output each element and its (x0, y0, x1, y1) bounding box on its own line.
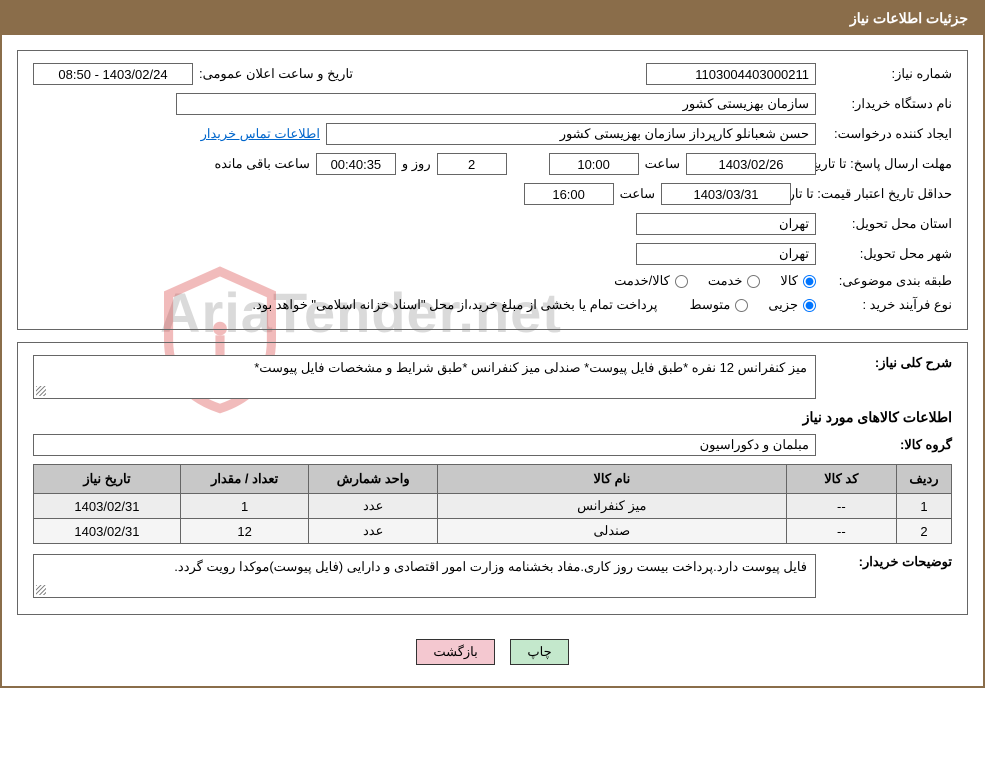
remaining-time-field: 00:40:35 (316, 153, 396, 175)
table-cell: 1403/02/31 (34, 519, 181, 544)
table-cell: -- (786, 519, 896, 544)
need-number-field: 1103004403000211 (646, 63, 816, 85)
province-label: استان محل تحویل: (822, 216, 952, 232)
page-title: جزئیات اطلاعات نیاز (850, 10, 968, 26)
table-cell: 1 (180, 494, 309, 519)
th-qty: تعداد / مقدار (180, 465, 309, 494)
announce-datetime-field: 08:50 - 1403/02/24 (33, 63, 193, 85)
table-cell: 12 (180, 519, 309, 544)
table-row: 1--میز کنفرانسعدد11403/02/31 (34, 494, 952, 519)
th-row: ردیف (896, 465, 951, 494)
buyer-contact-link[interactable]: اطلاعات تماس خریدار (201, 126, 320, 142)
overall-desc-textarea[interactable]: میز کنفرانس 12 نفره *طبق فایل پیوست* صند… (33, 355, 816, 399)
days-field: 2 (437, 153, 507, 175)
print-button[interactable]: چاپ (510, 639, 568, 665)
goods-table: ردیف کد کالا نام کالا واحد شمارش تعداد /… (33, 464, 952, 544)
button-bar: چاپ بازگشت (17, 627, 968, 671)
announce-datetime-label: تاریخ و ساعت اعلان عمومی: (199, 66, 353, 82)
table-cell: صندلی (437, 519, 786, 544)
requester-label: ایجاد کننده درخواست: (822, 126, 952, 142)
purchase-type-label: نوع فرآیند خرید : (822, 297, 952, 313)
details-section: شماره نیاز: 1103004403000211 تاریخ و ساع… (17, 50, 968, 330)
goods-info-title: اطلاعات کالاهای مورد نیاز (33, 409, 952, 426)
th-name: نام کالا (437, 465, 786, 494)
th-code: کد کالا (786, 465, 896, 494)
overall-desc-label: شرح کلی نیاز: (822, 355, 952, 371)
validity-label: حداقل تاریخ اعتبار قیمت: تا تاریخ: (797, 186, 952, 202)
buyer-org-field: سازمان بهزیستی کشور (176, 93, 816, 115)
deadline-label: مهلت ارسال پاسخ: تا تاریخ: (822, 156, 952, 172)
table-cell: -- (786, 494, 896, 519)
deadline-time-label: ساعت (645, 156, 680, 172)
category-label: طبقه بندی موضوعی: (822, 273, 952, 289)
group-field: مبلمان و دکوراسیون (33, 434, 816, 456)
province-field: تهران (636, 213, 816, 235)
deadline-date-field: 1403/02/26 (686, 153, 816, 175)
category-goods-radio[interactable]: کالا (780, 273, 816, 289)
table-cell: 1403/02/31 (34, 494, 181, 519)
purchase-type-partial-radio[interactable]: جزیی (768, 297, 816, 313)
requester-field: حسن شعبانلو کارپرداز سازمان بهزیستی کشور (326, 123, 816, 145)
city-label: شهر محل تحویل: (822, 246, 952, 262)
buyer-notes-label: توضیحات خریدار: (822, 554, 952, 570)
table-cell: میز کنفرانس (437, 494, 786, 519)
buyer-notes-textarea[interactable]: فایل پیوست دارد.پرداخت بیست روز کاری.مفا… (33, 554, 816, 598)
buyer-org-label: نام دستگاه خریدار: (822, 96, 952, 112)
table-cell: عدد (309, 519, 438, 544)
purchase-type-medium-radio[interactable]: متوسط (689, 297, 748, 313)
need-number-label: شماره نیاز: (822, 66, 952, 82)
group-label: گروه کالا: (822, 437, 952, 453)
validity-date-field: 1403/03/31 (661, 183, 791, 205)
th-need-date: تاریخ نیاز (34, 465, 181, 494)
payment-note: پرداخت تمام یا بخشی از مبلغ خرید،از محل … (252, 297, 657, 313)
deadline-time-field: 10:00 (549, 153, 639, 175)
th-unit: واحد شمارش (309, 465, 438, 494)
remaining-label: ساعت باقی مانده (214, 156, 309, 172)
table-cell: عدد (309, 494, 438, 519)
goods-section: شرح کلی نیاز: میز کنفرانس 12 نفره *طبق ف… (17, 342, 968, 615)
city-field: تهران (636, 243, 816, 265)
validity-time-field: 16:00 (524, 183, 614, 205)
category-service-radio[interactable]: خدمت (708, 273, 761, 289)
table-row: 2--صندلیعدد121403/02/31 (34, 519, 952, 544)
validity-time-label: ساعت (620, 186, 655, 202)
back-button[interactable]: بازگشت (416, 639, 494, 665)
table-cell: 2 (896, 519, 951, 544)
table-cell: 1 (896, 494, 951, 519)
page-title-bar: جزئیات اطلاعات نیاز (2, 2, 983, 35)
category-goods-service-radio[interactable]: کالا/خدمت (614, 273, 688, 289)
days-label: روز و (402, 156, 431, 172)
